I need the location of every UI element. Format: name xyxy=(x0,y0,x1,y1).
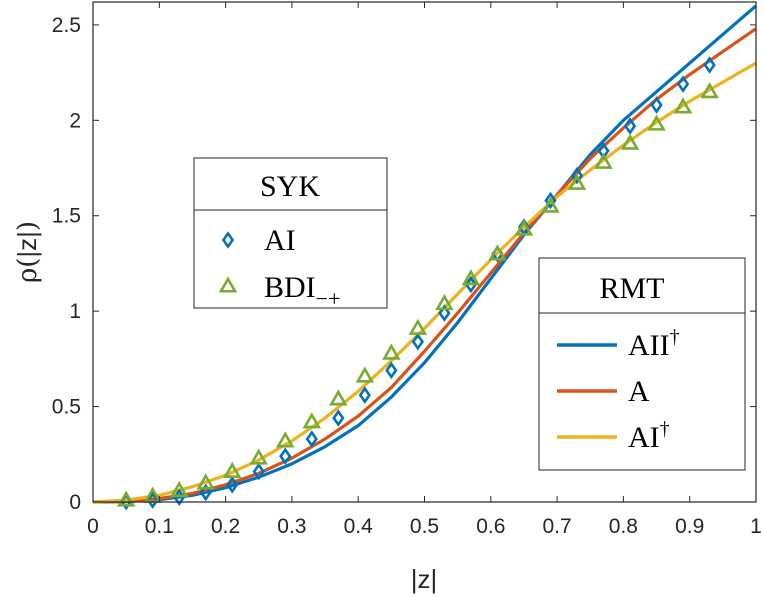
data-point-ai-marker xyxy=(279,447,292,465)
data-point-ai-marker xyxy=(464,275,478,294)
legend-syk-bdi-label-base: BDI xyxy=(264,271,316,304)
series-aii-line xyxy=(92,4,758,504)
y-axis-label: ρ(|z|) xyxy=(12,221,43,283)
data-point-bdi-marker xyxy=(594,152,613,169)
data-point-bdi-marker xyxy=(435,293,454,311)
y-tick-label: 1.5 xyxy=(52,205,81,228)
data-point-ai-marker xyxy=(305,430,318,448)
data-point-bdi-marker xyxy=(382,343,401,360)
x-tick-label: 0.1 xyxy=(145,515,174,538)
legend-syk-ai-marker xyxy=(221,231,235,249)
legend-syk-ai-label: AI xyxy=(264,224,296,257)
legend-rmt-aii-label: AII† xyxy=(628,326,680,362)
legend-rmt-ai-label-base: AI xyxy=(628,421,660,454)
x-tick-label: 0.2 xyxy=(211,515,240,538)
legend-rmt: RMT AII† A AI† xyxy=(538,257,746,471)
data-point-bdi-marker xyxy=(302,412,322,429)
data-point-bdi-marker xyxy=(329,389,348,406)
data-point-ai-marker xyxy=(570,166,584,185)
y-tick-label: 2.5 xyxy=(52,14,81,37)
data-point-bdi-marker xyxy=(355,366,375,383)
legend-rmt-aii-label-base: AII xyxy=(628,329,670,362)
data-point-bdi-marker xyxy=(461,269,481,286)
legend-syk-title: SYK xyxy=(260,170,320,203)
data-point-ai-marker xyxy=(226,476,239,494)
data-point-ai-marker xyxy=(411,332,425,351)
legend-rmt-aii-label-sup: † xyxy=(670,326,680,348)
legend-rmt-ai-label-sup: † xyxy=(660,418,670,440)
x-tick-label: 0.8 xyxy=(609,515,638,538)
data-point-bdi-marker xyxy=(196,473,215,490)
ticks: 0 0.1 0.2 0.3 0.4 0.5 0.6 0.7 0.8 0.9 1 0 0.5 1 1.5 2 2.… xyxy=(52,2,762,538)
data-point-ai-marker xyxy=(438,304,451,322)
data-point-bdi-marker xyxy=(222,461,242,479)
data-point-bdi-marker xyxy=(541,196,560,213)
y-tick-label: 1 xyxy=(69,300,81,323)
data-point-ai-marker xyxy=(146,491,159,509)
data-point-bdi-marker xyxy=(408,318,428,335)
y-axis-label-suffix: ) xyxy=(13,221,43,231)
data-point-bdi-marker xyxy=(116,490,136,507)
series-layer xyxy=(92,4,758,511)
legend-bdi-triangle xyxy=(218,276,238,293)
data-point-bdi-marker xyxy=(567,173,587,190)
x-tick-label: 0.7 xyxy=(542,515,571,538)
data-point-bdi-marker xyxy=(169,480,189,498)
data-point-ai-marker xyxy=(252,462,265,481)
x-axis-label: |z| xyxy=(411,564,438,594)
y-tick-label: 2 xyxy=(69,109,81,132)
x-tick-label: 0.3 xyxy=(277,515,306,538)
y-axis-label-prefix: ρ( xyxy=(13,258,43,283)
x-tick-label: 0.9 xyxy=(675,515,704,538)
legend-syk-bdi-label: BDI−+ xyxy=(264,271,341,311)
data-point-ai-marker xyxy=(623,117,637,135)
data-point-bdi-marker xyxy=(276,431,295,448)
legend-syk-bdi-label-sub: −+ xyxy=(316,286,341,311)
x-tick-label: 1 xyxy=(750,515,762,538)
legend-syk-bdi-marker xyxy=(218,276,238,293)
data-point-ai-marker xyxy=(544,191,557,210)
legend-rmt-a-label: A xyxy=(628,375,650,408)
data-point-ai-marker xyxy=(385,361,398,380)
data-point-ai-marker xyxy=(676,75,690,93)
data-point-bdi-marker xyxy=(514,219,534,236)
y-axis-label-arg: |z| xyxy=(12,231,42,258)
x-tick-label: 0.4 xyxy=(344,515,374,538)
data-point-bdi-marker xyxy=(700,82,719,99)
data-point-bdi-marker xyxy=(249,448,268,465)
x-tick-label: 0.5 xyxy=(410,515,439,538)
y-tick-label: 0 xyxy=(69,491,81,514)
legend-ai-diamond xyxy=(221,231,235,249)
data-point-bdi-marker xyxy=(647,114,666,131)
x-tick-label: 0 xyxy=(87,515,99,538)
legend-rmt-box xyxy=(538,257,746,471)
data-point-ai-marker xyxy=(199,483,212,502)
series-ai-line xyxy=(92,61,757,504)
data-point-ai-marker xyxy=(332,409,345,427)
data-point-ai-marker xyxy=(650,96,663,114)
legend-rmt-ai-label: AI† xyxy=(628,418,670,454)
y-tick-label: 0.5 xyxy=(52,396,81,419)
data-point-ai-marker xyxy=(358,386,371,404)
data-point-bdi-marker xyxy=(673,97,693,114)
data-point-bdi-marker xyxy=(620,133,640,150)
data-point-bdi-marker xyxy=(488,244,507,261)
x-tick-label: 0.6 xyxy=(476,515,505,538)
legend-syk: SYK AI BDI−+ xyxy=(193,157,388,311)
legend-rmt-title: RMT xyxy=(599,272,664,305)
legend-rmt-lines xyxy=(557,343,617,439)
data-point-ai-marker xyxy=(703,56,716,74)
